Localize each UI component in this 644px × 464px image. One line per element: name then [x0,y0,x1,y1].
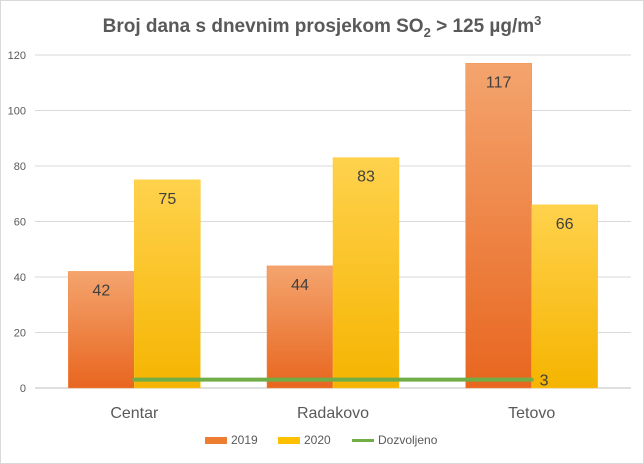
y-tick-label: 60 [14,217,26,229]
x-category-label: Radakovo [297,405,369,422]
bar-2020-radakovo [332,157,400,389]
x-category-label: Centar [110,405,159,422]
y-tick-label: 80 [14,161,26,173]
y-tick-label: 20 [14,328,26,340]
title-rest: > 125 µg/m [431,16,534,37]
y-tick-label: 100 [8,106,26,118]
reference-line-label: 3 [540,373,549,390]
title-subscript: 2 [424,25,431,40]
bar-2020-centar [134,179,201,389]
y-tick-label: 120 [8,50,26,62]
chart-title: Broj dana s dnevnim prosjekom SO2 > 125 … [103,13,542,40]
bar-2019-centar [68,271,135,389]
x-category-label: Tetovo [508,405,555,422]
legend-label: Dozvoljeno [378,433,438,447]
data-label: 75 [158,191,176,208]
legend-label: 2019 [231,433,258,447]
bar-2019-radakovo [266,265,334,389]
x-axis: Centar Radakovo Tetovo [110,405,555,422]
y-tick-label: 40 [14,272,26,284]
data-label: 44 [291,277,309,294]
legend: 2019 2020 Dozvoljeno [205,433,438,447]
legend-label: 2020 [304,433,331,447]
y-axis: 0 20 40 60 80 100 120 [8,50,26,395]
title-superscript: 3 [534,13,541,28]
legend-swatch [205,437,227,444]
bar-2019-tetovo [465,63,532,389]
data-label: 42 [92,282,110,299]
legend-swatch [278,437,300,444]
data-label: 83 [357,169,375,186]
bars [68,63,598,389]
data-labels: 42 75 44 83 117 66 3 [92,74,573,389]
data-label: 117 [486,74,512,91]
data-label: 66 [556,216,574,233]
y-tick-label: 0 [20,383,26,395]
bar-2020-tetovo [531,204,598,389]
